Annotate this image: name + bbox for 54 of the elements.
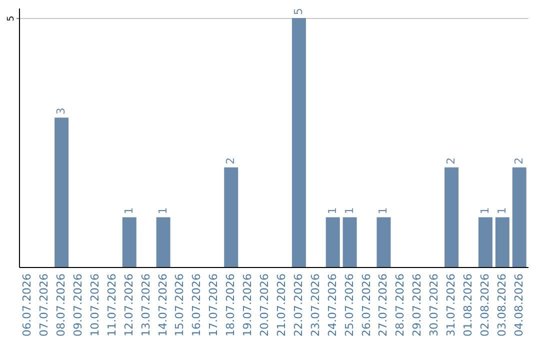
- x-tick-label: 19.07.2026: [241, 274, 254, 336]
- x-tick-label: 22.07.2026: [292, 274, 305, 336]
- x-tick-label: 15.07.2026: [173, 274, 186, 336]
- data-label: 1: [326, 207, 339, 214]
- x-tick-label: 23.07.2026: [308, 274, 322, 336]
- x-tick-label: 18.07.2026: [224, 274, 238, 336]
- x-tick-label: 02.08.2026: [478, 274, 492, 336]
- x-tick-label: 16.07.2026: [190, 274, 204, 336]
- bar: [495, 217, 510, 267]
- bar: [444, 167, 459, 267]
- data-label: 1: [478, 207, 492, 214]
- bar: [326, 217, 340, 267]
- data-label: 2: [444, 157, 458, 164]
- x-tick-label: 07.07.2026: [38, 274, 51, 336]
- x-tick-label: 24.07.2026: [326, 274, 339, 336]
- bar: [122, 217, 136, 267]
- x-tick-label: 08.07.2026: [54, 274, 68, 336]
- x-tick-label: 28.07.2026: [394, 274, 407, 336]
- x-tick-label: 13.07.2026: [139, 274, 152, 336]
- x-tick-label: 29.07.2026: [410, 274, 424, 336]
- bar: [224, 167, 238, 267]
- bar: [156, 217, 170, 267]
- x-tick-label: 06.07.2026: [20, 274, 34, 336]
- x-tick-label: 12.07.2026: [122, 274, 136, 336]
- data-label: 3: [54, 108, 68, 115]
- bar: [292, 18, 306, 267]
- x-tick-label: 26.07.2026: [360, 274, 373, 336]
- bar: [54, 118, 69, 267]
- data-label: 1: [376, 207, 390, 214]
- data-label: 1: [156, 207, 170, 214]
- data-label: 1: [342, 207, 356, 214]
- x-tick-label: 30.07.2026: [428, 274, 441, 336]
- x-tick-label: 21.07.2026: [274, 274, 288, 336]
- x-tick-label: 04.08.2026: [512, 274, 526, 336]
- x-tick-label: 10.07.2026: [88, 274, 102, 336]
- x-tick-label: 27.07.2026: [376, 274, 390, 336]
- bar: [512, 167, 526, 267]
- data-label: 1: [495, 207, 508, 214]
- x-tick-label: 31.07.2026: [444, 274, 458, 336]
- bar: [478, 217, 492, 267]
- x-tick-label: 03.08.2026: [495, 274, 508, 336]
- x-tick-label: 09.07.2026: [72, 274, 85, 336]
- x-tick-label: 14.07.2026: [156, 274, 170, 336]
- x-tick-label: 01.08.2026: [461, 274, 474, 336]
- data-label: 2: [224, 157, 238, 164]
- x-tick-label: 25.07.2026: [342, 274, 356, 336]
- x-tick-label: 17.07.2026: [207, 274, 220, 336]
- x-tick-label: 20.07.2026: [258, 274, 272, 336]
- x-tick-label: 11.07.2026: [105, 274, 118, 336]
- bar: [342, 217, 357, 267]
- data-label: 2: [512, 157, 526, 164]
- bar: [376, 217, 391, 267]
- data-label: 1: [122, 207, 136, 214]
- data-label: 5: [292, 8, 305, 15]
